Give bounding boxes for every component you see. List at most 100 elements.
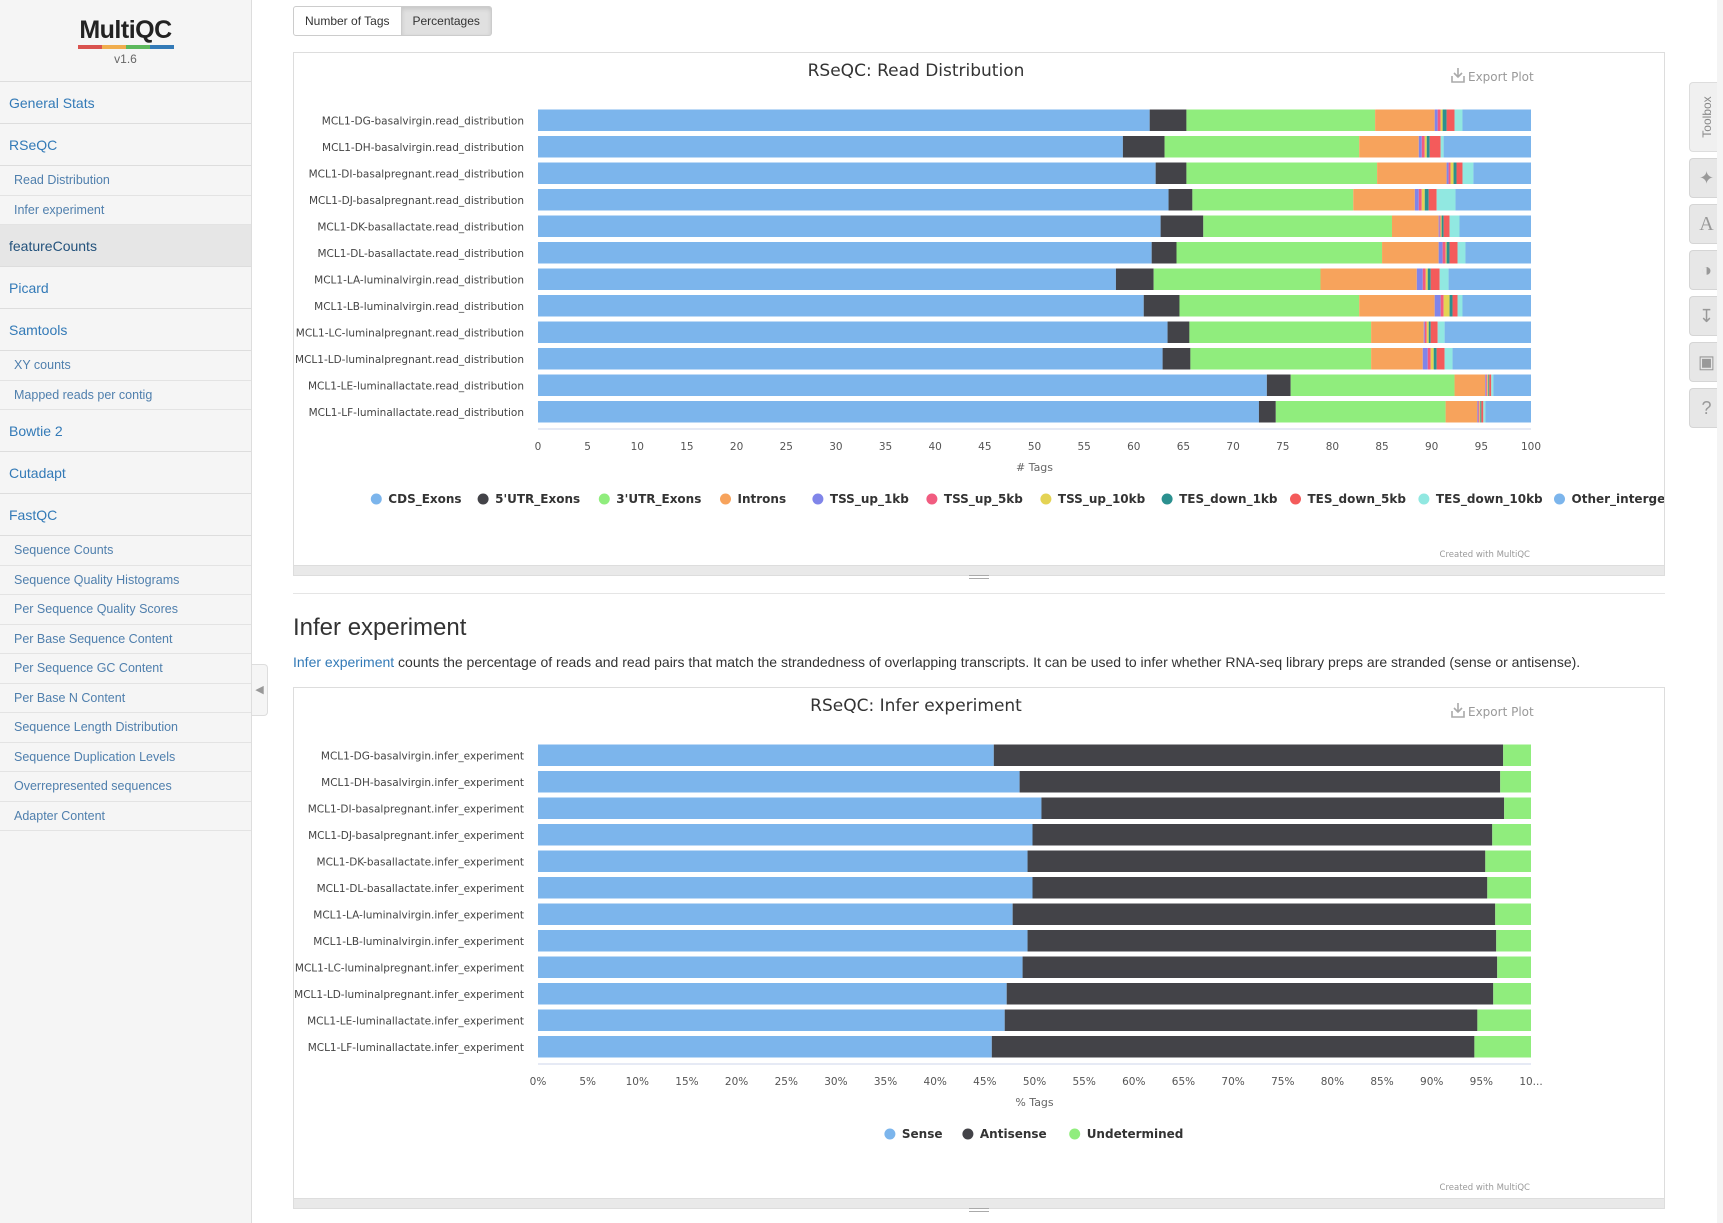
bar-segment-introns[interactable] <box>1375 109 1435 132</box>
bar-segment-antisense[interactable] <box>991 1036 1475 1058</box>
bar-segment-antisense[interactable] <box>1027 930 1497 952</box>
bar-segment-introns[interactable] <box>1454 374 1486 397</box>
bar-segment-tss-up-10kb[interactable] <box>1479 401 1481 423</box>
bar-segment-undetermined[interactable] <box>1487 877 1531 899</box>
bar-segment-other-intergenic[interactable] <box>1444 321 1531 344</box>
page-scrollbar[interactable] <box>1717 0 1723 1223</box>
bar-segment-sense[interactable] <box>538 930 1028 952</box>
nav-subitem-per-base-n-content[interactable]: Per Base N Content <box>0 684 251 713</box>
bar-segment-antisense[interactable] <box>1027 850 1486 873</box>
legend-item-tss-up-10kb[interactable]: TSS_up_10kb <box>1040 492 1146 507</box>
bar-segment-tss-up-10kb[interactable] <box>1424 136 1427 158</box>
bar-segment-tss-up-5kb[interactable] <box>1421 136 1425 158</box>
bar-segment-tes-down-5kb[interactable] <box>1449 242 1458 264</box>
legend-item-3-utr-exons[interactable]: 3'UTR_Exons <box>598 492 702 507</box>
bar-segment-3-utr-exons[interactable] <box>1189 321 1372 344</box>
bar-segment-tss-up-1kb[interactable] <box>1438 242 1443 264</box>
bar-segment-undetermined[interactable] <box>1504 797 1531 820</box>
legend-item-5-utr-exons[interactable]: 5'UTR_Exons <box>477 492 581 507</box>
export-plot-button[interactable]: Export Plot <box>1451 68 1534 84</box>
nav-subitem-per-sequence-gc-content[interactable]: Per Sequence GC Content <box>0 654 251 684</box>
bar-segment-tss-up-1kb[interactable] <box>1423 321 1425 344</box>
bar-segment-3-utr-exons[interactable] <box>1203 215 1392 238</box>
bar-segment-other-intergenic[interactable] <box>1443 136 1531 158</box>
bar-segment-tss-up-1kb[interactable] <box>1485 374 1487 397</box>
legend-item-tss-up-1kb[interactable]: TSS_up_1kb <box>812 492 909 507</box>
bar-segment-tes-down-10kb[interactable] <box>1454 109 1463 132</box>
bar-segment-undetermined[interactable] <box>1485 850 1531 873</box>
bar-segment-tes-down-5kb[interactable] <box>1489 374 1492 397</box>
bar-segment-cds-exons[interactable] <box>538 242 1152 264</box>
bar-segment-tes-down-1kb[interactable] <box>1480 401 1482 423</box>
bar-segment-sense[interactable] <box>538 850 1028 873</box>
bar-segment-tss-up-5kb[interactable] <box>1437 109 1441 132</box>
bar-segment-other-intergenic[interactable] <box>1452 348 1531 370</box>
bar-segment-antisense[interactable] <box>1032 824 1493 846</box>
nav-subitem-infer-experiment[interactable]: Infer experiment <box>0 196 251 225</box>
bar-segment-cds-exons[interactable] <box>538 162 1156 185</box>
bar-segment-undetermined[interactable] <box>1497 956 1531 979</box>
nav-subitem-adapter-content[interactable]: Adapter Content <box>0 802 251 831</box>
bar-segment-tss-up-5kb[interactable] <box>1422 268 1426 291</box>
bar-segment-cds-exons[interactable] <box>538 136 1123 158</box>
nav-subitem-xy-counts[interactable]: XY counts <box>0 351 251 381</box>
number-of-tags-button[interactable]: Number of Tags <box>293 6 402 36</box>
bar-segment-sense[interactable] <box>538 1009 1005 1032</box>
bar-segment-cds-exons[interactable] <box>538 215 1161 238</box>
bar-segment-undetermined[interactable] <box>1496 930 1531 952</box>
bar-segment-tss-up-10kb[interactable] <box>1425 268 1428 291</box>
bar-segment-5-utr-exons[interactable] <box>1143 295 1180 317</box>
bar-segment-tss-up-1kb[interactable] <box>1434 295 1441 317</box>
bar-segment-5-utr-exons[interactable] <box>1258 401 1276 423</box>
bar-segment-sense[interactable] <box>538 744 994 767</box>
bar-segment-undetermined[interactable] <box>1503 744 1531 767</box>
nav-subitem-read-distribution[interactable]: Read Distribution <box>0 166 251 196</box>
bar-segment-cds-exons[interactable] <box>538 189 1169 211</box>
bar-segment-other-intergenic[interactable] <box>1462 295 1531 317</box>
bar-segment-5-utr-exons[interactable] <box>1168 189 1193 211</box>
bar-segment-introns[interactable] <box>1445 401 1478 423</box>
bar-segment-3-utr-exons[interactable] <box>1153 268 1321 291</box>
bar-segment-tss-up-1kb[interactable] <box>1434 109 1438 132</box>
bar-segment-tss-up-10kb[interactable] <box>1440 109 1443 132</box>
bar-segment-tes-down-10kb[interactable] <box>1436 189 1456 211</box>
bar-segment-tes-down-5kb[interactable] <box>1428 189 1437 211</box>
bar-segment-other-intergenic[interactable] <box>1448 268 1531 291</box>
bar-segment-sense[interactable] <box>538 1036 992 1058</box>
bar-segment-tss-up-1kb[interactable] <box>1414 189 1419 211</box>
bar-segment-tss-up-1kb[interactable] <box>1477 401 1479 423</box>
legend-item-cds-exons[interactable]: CDS_Exons <box>370 492 462 507</box>
legend-item-tes-down-10kb[interactable]: TES_down_10kb <box>1418 492 1543 507</box>
bar-segment-tes-down-1kb[interactable] <box>1453 162 1457 185</box>
bar-segment-other-intergenic[interactable] <box>1455 189 1531 211</box>
bar-segment-tss-up-5kb[interactable] <box>1478 401 1480 423</box>
bar-segment-antisense[interactable] <box>1041 797 1505 820</box>
bar-segment-3-utr-exons[interactable] <box>1186 162 1378 185</box>
bar-segment-tss-up-5kb[interactable] <box>1427 348 1431 370</box>
bar-segment-other-intergenic[interactable] <box>1462 109 1531 132</box>
bar-segment-tss-up-1kb[interactable] <box>1446 162 1449 185</box>
bar-segment-5-utr-exons[interactable] <box>1155 162 1187 185</box>
bar-segment-tes-down-1kb[interactable] <box>1428 321 1431 344</box>
bar-segment-sense[interactable] <box>538 983 1007 1005</box>
bar-segment-sense[interactable] <box>538 956 1023 979</box>
bar-segment-tes-down-5kb[interactable] <box>1456 162 1463 185</box>
bar-segment-tes-down-5kb[interactable] <box>1481 401 1484 423</box>
legend-item-undetermined[interactable]: Undetermined <box>1069 1127 1183 1141</box>
bar-segment-3-utr-exons[interactable] <box>1275 401 1446 423</box>
bar-segment-introns[interactable] <box>1377 162 1447 185</box>
plot-resize-handle[interactable] <box>294 1198 1664 1212</box>
bar-segment-tes-down-5kb[interactable] <box>1429 136 1441 158</box>
bar-segment-tes-down-10kb[interactable] <box>1437 321 1445 344</box>
nav-subitem-sequence-duplication-levels[interactable]: Sequence Duplication Levels <box>0 743 251 772</box>
bar-segment-tes-down-1kb[interactable] <box>1441 215 1444 238</box>
bar-segment-tes-down-1kb[interactable] <box>1446 242 1450 264</box>
bar-segment-sense[interactable] <box>538 877 1033 899</box>
bar-segment-tss-up-1kb[interactable] <box>1418 136 1422 158</box>
bar-segment-3-utr-exons[interactable] <box>1186 109 1376 132</box>
bar-segment-3-utr-exons[interactable] <box>1176 242 1383 264</box>
bar-segment-cds-exons[interactable] <box>538 295 1144 317</box>
nav-item-fastqc[interactable]: FastQC <box>0 494 251 536</box>
nav-subitem-per-sequence-quality-scores[interactable]: Per Sequence Quality Scores <box>0 595 251 625</box>
bar-segment-tes-down-10kb[interactable] <box>1457 242 1466 264</box>
